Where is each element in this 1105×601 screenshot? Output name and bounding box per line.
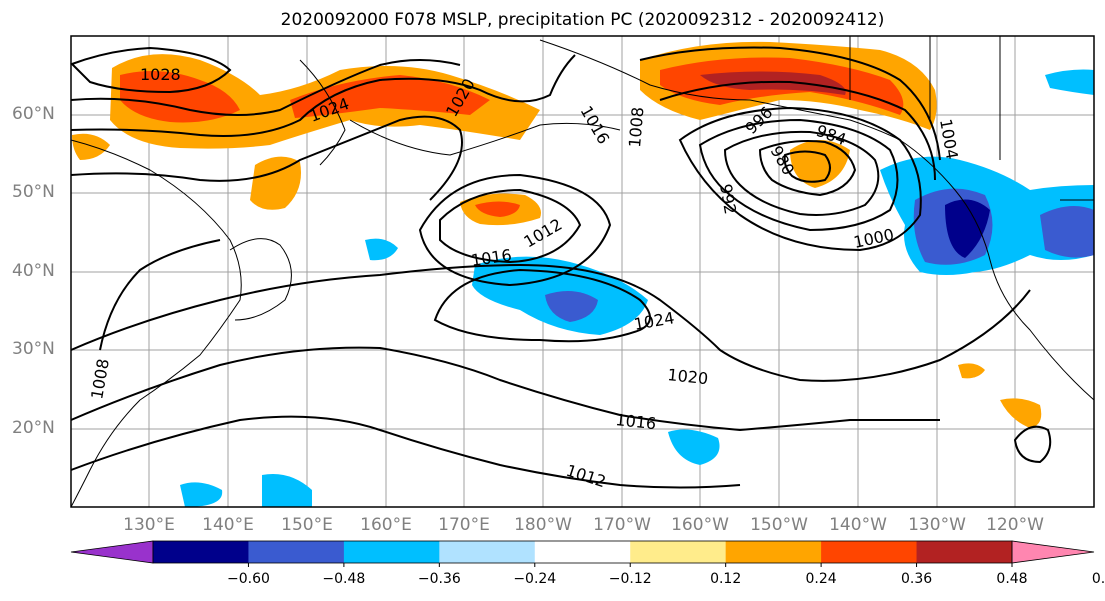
lon-label-160e: 160°E [360,515,412,535]
isobar-low-1000 [678,106,922,252]
lon-label-160w: 160°W [671,515,729,535]
colorbar-tick-label: −0.12 [608,571,652,587]
lat-label-30n: 30°N [12,339,55,359]
precip-area-central-pacific-core [475,201,520,217]
precip-negative-areas [180,69,1094,507]
isobar-high-1016 [439,188,582,264]
colorbar-tick-label: 0.48 [996,571,1028,587]
lon-label-170e: 170°E [438,515,490,535]
isobar-1024-central [433,268,651,343]
map-title: 2020092000 F078 MSLP, precipitation PC (… [280,10,885,30]
isobar-low-984 [758,140,857,197]
isobar-label: 1020 [667,365,709,388]
isobar-1012-south [70,415,741,489]
colorbar-tick-label: −0.48 [322,571,366,587]
colorbar-tick-label: −0.24 [513,571,557,587]
isobar-small-circle [1013,425,1052,464]
isobars [70,46,1052,489]
isobar-label: 1008 [625,106,647,148]
isobar-1016-south [70,346,940,432]
colorbar-segments [70,540,1095,567]
precip-area-midpacific-blue-small [365,238,398,261]
coast-asia [70,139,242,508]
isobar-low-980 [783,150,831,183]
colorbar-segment [916,541,1013,563]
precip-area-siberia-core-2 [290,75,490,118]
lon-label-140w: 140°W [829,515,887,535]
colorbar-segment [248,541,345,563]
isobar-label: 1016 [615,410,657,433]
precip-area-interior-blue [1040,206,1094,258]
colorbar-tick-label: 0.24 [805,571,837,587]
colorbar-segment [439,541,536,563]
isobar-low-1004 [659,80,936,181]
isobar-1024-north [70,59,461,116]
coast-kamchatka [299,59,346,166]
coast-alaska [539,39,901,141]
colorbar-segment [630,541,727,563]
lon-label-130w: 130°W [908,515,966,535]
colorbar-segment [534,541,631,563]
isobar-low-996 [698,118,899,232]
coast-borders [849,36,1094,201]
lat-label-60n: 60°N [12,104,55,124]
coast-na-west [899,139,1095,401]
isobar-low-1008 [639,46,941,161]
lon-label-150e: 150°E [281,515,333,535]
coast-japan [229,238,292,321]
isobar-1020-central [70,263,1031,382]
precip-area-southwest-blue-2 [262,474,312,507]
lat-label-50n: 50°N [12,182,55,202]
colorbar-segment [725,541,822,563]
isobar-1008-west [99,239,221,351]
lon-label-180w: 180°W [514,515,572,535]
isobar-high-1012 [418,173,612,287]
coastlines [70,36,1095,508]
coast-aleutians [349,119,621,156]
colorbar-tick-label: 0.12 [710,571,742,587]
lat-label-20n: 20°N [12,418,55,438]
colorbar-segment [821,541,918,563]
isobar-1020-north [70,54,576,137]
colorbar-tick-label: −0.36 [417,571,461,587]
colorbar-extend-low [70,540,154,564]
lon-label-170w: 170°W [593,515,651,535]
map-frame [70,35,1095,508]
precip-area-japan-sea [250,156,301,210]
lon-label-150w: 150°W [750,515,808,535]
colorbar-extend-high [1011,540,1095,564]
precip-area-hawaii-east [958,363,985,379]
isobar-label: 1028 [140,65,181,84]
lon-label-130e: 130°E [123,515,175,535]
precip-area-mexico [1000,398,1042,428]
lat-label-40n: 40°N [12,261,55,281]
precip-area-west-coast-deep [945,199,990,258]
precip-area-west-pacific [72,133,110,160]
isobar-low-992 [723,130,880,216]
precip-area-gulf-alaska-deep [700,71,846,95]
isobar-1028 [70,46,232,94]
colorbar-tick-label: −0.60 [226,571,270,587]
precip-area-hawaii-blue [668,429,720,465]
colorbar-tick-label: 0.36 [900,571,933,587]
lon-label-140e: 140°E [202,515,254,535]
colorbar-segment [153,541,249,563]
precip-area-north-pacific-blue-core [545,291,598,322]
colorbar-tick-label: 0.60 [1091,571,1105,587]
colorbar-outline [152,540,1013,564]
precip-area-canada-blue [1045,69,1094,95]
colorbar-segment [343,541,440,563]
precip-area-southwest-blue [180,482,223,507]
isobar-1016-north [70,115,463,201]
lon-label-120w: 120°W [986,515,1044,535]
